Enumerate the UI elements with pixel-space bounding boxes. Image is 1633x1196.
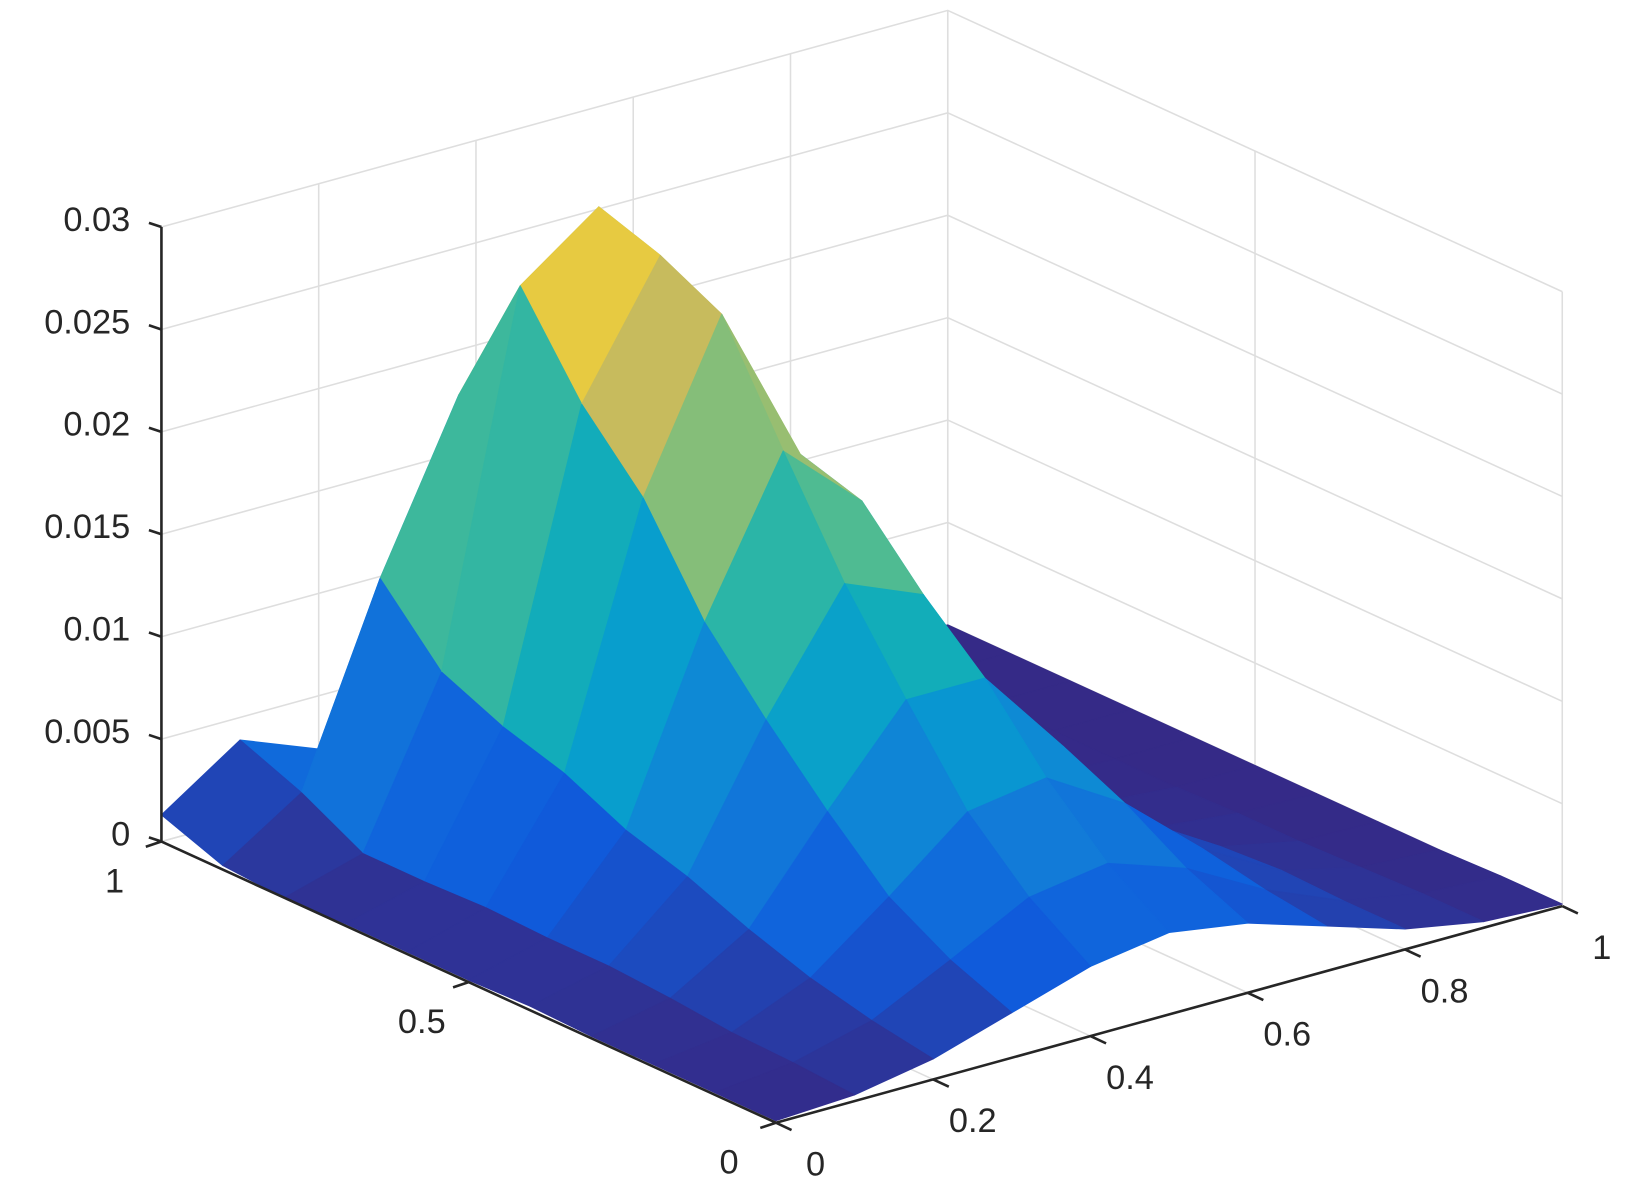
- surface-patch: [713, 1062, 856, 1122]
- z-tick: [148, 631, 162, 638]
- x-tick-label: 0.4: [1106, 1059, 1154, 1097]
- z-tick-label: 0.015: [44, 508, 130, 546]
- z-tick: [148, 324, 162, 331]
- x-tick: [1089, 1034, 1107, 1045]
- x-tick: [932, 1078, 950, 1088]
- x-tick-label: 0.8: [1421, 972, 1469, 1010]
- y-tick: [759, 1121, 777, 1130]
- z-tick-label: 0.03: [63, 201, 130, 239]
- grid-line: [161, 112, 1563, 395]
- y-tick: [145, 840, 162, 848]
- z-tick-label: 0.01: [63, 611, 130, 649]
- x-tick: [1247, 991, 1264, 1002]
- x-tick-label: 1: [1592, 929, 1611, 967]
- x-tick-label: 0.2: [949, 1102, 997, 1140]
- z-tick-label: 0.025: [44, 303, 130, 341]
- z-tick: [148, 836, 162, 843]
- x-tick: [1561, 904, 1579, 915]
- plot-area: 0 0.2 0.4 0.6 0.8 1 0 0.5 1 0 0.005 0.01 0.015 0.02 0.…: [44, 9, 1611, 1184]
- z-tick: [148, 733, 162, 741]
- x-axis: [775, 904, 1563, 1124]
- surface: [160, 206, 1563, 1122]
- z-tick: [148, 528, 162, 536]
- y-tick-label: 0.5: [398, 1003, 446, 1041]
- z-tick-label: 0.005: [44, 713, 130, 751]
- y-tick-label: 1: [105, 862, 124, 900]
- y-tick-label: 0: [719, 1143, 738, 1181]
- x-tick: [1404, 948, 1422, 958]
- grid-line: [161, 214, 1563, 498]
- z-tick-label: 0: [111, 815, 130, 853]
- z-tick: [148, 426, 162, 434]
- x-tick-label: 0.6: [1263, 1016, 1311, 1054]
- z-tick: [148, 221, 162, 229]
- z-tick-label: 0.02: [63, 406, 130, 444]
- y-tick: [452, 980, 470, 989]
- grid-line: [161, 9, 1563, 293]
- x-tick: [775, 1121, 793, 1132]
- x-tick-label: 0: [806, 1146, 825, 1184]
